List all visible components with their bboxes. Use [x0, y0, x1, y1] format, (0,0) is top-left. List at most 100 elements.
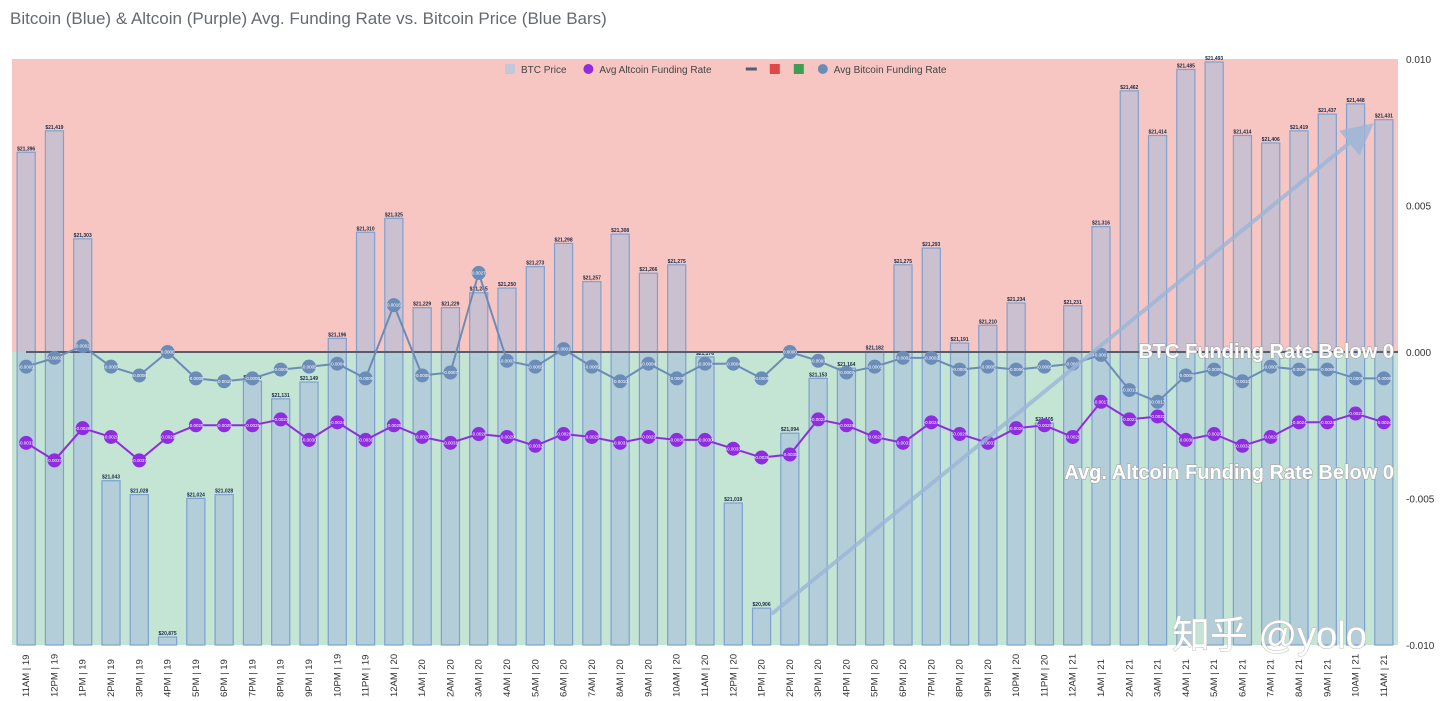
price-bar	[780, 432, 800, 646]
chart-title: Bitcoin (Blue) & Altcoin (Purple) Avg. F…	[10, 9, 607, 28]
btc-funding-point	[528, 359, 543, 374]
price-label: $21,308	[611, 228, 629, 234]
alt-funding-point	[443, 435, 458, 450]
price-label: $21,094	[781, 427, 799, 433]
btc-funding-value-label: -0.0002	[47, 355, 63, 360]
btc-funding-value-label: -0.0009	[1348, 376, 1364, 381]
btc-funding-value-label: 0.0002	[76, 344, 90, 349]
x-tick-label: 12AM | 20	[389, 654, 400, 697]
alt-funding-point	[188, 418, 203, 433]
btc-funding-point	[952, 362, 967, 377]
alt-funding-value-label: -0.0029	[1065, 435, 1081, 440]
price-label: $21,396	[17, 146, 35, 152]
alt-funding-point	[245, 418, 260, 433]
price-label: $21,419	[45, 125, 63, 131]
btc-funding-value-label: -0.0001	[1093, 353, 1109, 358]
alt-funding-value-label: -0.0025	[217, 423, 233, 428]
btc-funding-value-label: -0.0003	[811, 358, 827, 363]
x-tick-label: 6AM | 21	[1237, 659, 1248, 697]
price-bar	[1176, 68, 1196, 646]
price-bar	[440, 307, 461, 646]
alt-funding-point	[1037, 418, 1052, 433]
x-tick-label: 9AM | 20	[643, 659, 654, 697]
alt-funding-point	[754, 450, 769, 465]
price-bar	[497, 287, 517, 646]
x-tick-label: 11AM | 21	[1379, 655, 1390, 697]
price-label: $21,275	[894, 259, 912, 265]
price-bar	[1147, 134, 1168, 646]
btc-funding-point	[160, 345, 175, 359]
btc-funding-point	[358, 371, 373, 386]
alt-funding-point	[330, 415, 345, 430]
btc-funding-value-label: -0.0006	[1320, 367, 1336, 372]
alt-funding-value-label: -0.0031	[980, 440, 996, 445]
btc-funding-value-label: -0.0013	[1122, 388, 1138, 393]
btc-funding-point	[1037, 359, 1052, 374]
x-tick-label: 4PM | 20	[841, 659, 852, 697]
price-label: $21,437	[1318, 108, 1336, 114]
alt-funding-value-label: -0.0037	[132, 458, 148, 463]
price-label: $21,448	[1347, 98, 1365, 104]
watermark: 知乎 @yolo	[1172, 615, 1367, 657]
price-bar	[1204, 61, 1224, 646]
legend-swatch	[817, 64, 828, 74]
alt-funding-point	[1009, 421, 1024, 436]
alt-funding-point	[613, 435, 628, 450]
btc-funding-point	[980, 359, 995, 374]
alt-funding-point	[302, 432, 316, 447]
alt-funding-point	[1348, 406, 1363, 421]
btc-funding-value-label: 0.0027	[472, 270, 486, 275]
alt-funding-point	[1320, 415, 1335, 430]
btc-funding-point	[217, 374, 232, 389]
alt-funding-value-label: -0.0029	[160, 435, 176, 440]
btc-funding-point	[811, 353, 826, 368]
btc-funding-value-label: -0.0008	[132, 373, 148, 378]
btc-funding-point	[924, 350, 939, 365]
price-bar	[978, 324, 998, 646]
price-label: $21,231	[1064, 300, 1082, 306]
alt-funding-point	[924, 415, 939, 430]
x-tick-label: 7PM | 19	[247, 659, 258, 697]
alt-funding-point	[500, 429, 514, 444]
btc-funding-value-label: -0.0005	[19, 364, 35, 369]
btc-funding-point	[1292, 362, 1306, 377]
btc-funding-value-label: -0.0005	[1263, 364, 1279, 369]
price-label: $21,431	[1375, 114, 1393, 120]
btc-funding-point	[273, 362, 288, 377]
btc-funding-point	[386, 298, 401, 313]
price-bar	[16, 151, 36, 646]
x-tick-label: 10PM | 20	[1011, 654, 1022, 697]
x-tick-label: 5PM | 20	[870, 659, 881, 697]
btc-funding-series: -0.0005 -0.0002 0.0002 -0.0005 -0.0008 0.0000…	[19, 265, 1392, 409]
btc-funding-point	[1122, 383, 1137, 398]
alt-funding-value-label: -0.0031	[19, 440, 35, 445]
price-bar	[1006, 302, 1026, 646]
price-label: $21,196	[328, 332, 346, 338]
alt-funding-point	[867, 429, 882, 444]
btc-funding-point	[896, 350, 910, 365]
price-label: $21,325	[385, 212, 403, 218]
legend-swatch	[769, 64, 780, 74]
alt-funding-value-label: -0.0024	[1320, 420, 1336, 425]
btc-funding-point	[330, 356, 345, 371]
price-bar	[667, 264, 687, 646]
btc-funding-point	[584, 359, 599, 374]
price-label: $21,153	[809, 372, 827, 378]
price-bar	[553, 242, 574, 646]
price-label: $21,164	[837, 362, 855, 368]
x-tick-label: 5AM | 20	[530, 659, 541, 697]
btc-funding-point	[1009, 362, 1024, 377]
alt-funding-value-label: -0.0031	[895, 440, 911, 445]
x-tick-label: 4AM | 21	[1181, 659, 1192, 697]
alt-funding-value-label: -0.0031	[443, 440, 459, 445]
alt-funding-point	[1376, 415, 1391, 430]
btc-funding-value-label: -0.0010	[613, 379, 629, 384]
btc-funding-value-label: -0.0005	[1037, 364, 1053, 369]
price-bar	[949, 342, 970, 646]
btc-funding-point	[1235, 374, 1250, 389]
price-bar	[73, 238, 93, 646]
alt-funding-value-label: -0.0033	[726, 446, 742, 451]
x-tick-label: 7AM | 21	[1266, 659, 1277, 697]
btc-funding-value-label: 0.0000	[783, 350, 797, 355]
x-tick-label: 9PM | 20	[983, 659, 994, 697]
